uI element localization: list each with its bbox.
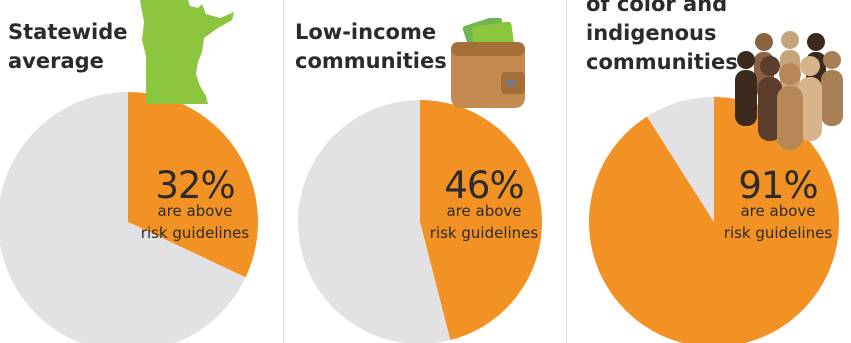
caption-line-1: are above <box>157 202 233 220</box>
title-line: Low-income <box>295 20 437 44</box>
pie-slice-remainder <box>0 92 246 343</box>
chart-panel-low-income: Low-income communities 46% are above ris… <box>287 0 570 343</box>
pie-slice-above-guidelines <box>589 97 839 343</box>
pie-slice-above-guidelines <box>128 92 259 278</box>
title-line: Statewide <box>8 20 128 44</box>
percentage-label: 91% <box>738 164 818 207</box>
title-line: communities <box>295 49 447 73</box>
title-line: of color and <box>586 0 728 16</box>
caption-line-1: are above <box>740 202 816 220</box>
caption-line-2: risk guidelines <box>723 224 833 242</box>
chart-panel-statewide: Statewide average 32% are above risk gui… <box>0 0 283 343</box>
pie-slice-remainder <box>298 100 451 343</box>
percentage-label: 46% <box>444 164 524 207</box>
percentage-label: 32% <box>155 164 235 207</box>
panel-title: of color and indigenous communities <box>586 0 738 77</box>
pie-slice-above-guidelines <box>420 100 543 341</box>
title-line: communities <box>586 50 738 74</box>
pie-chart-color-indigenous <box>589 97 839 343</box>
wallet-with-cash-icon <box>447 15 527 117</box>
caption-line-2: risk guidelines <box>429 224 539 242</box>
panel-title: Low-income communities <box>295 18 447 76</box>
caption-line-2: risk guidelines <box>140 224 250 242</box>
group-of-people-icon <box>734 30 846 154</box>
panel-divider <box>283 0 284 343</box>
pie-chart-low-income <box>298 100 543 343</box>
title-line: indigenous <box>586 21 717 45</box>
minnesota-state-map-icon <box>136 0 236 114</box>
caption-line-1: are above <box>446 202 522 220</box>
pie-slice-remainder <box>647 97 714 222</box>
chart-panel-color-indigenous: of color and indigenous communities 91% … <box>568 0 851 343</box>
panel-divider <box>566 0 567 343</box>
title-line: average <box>8 49 104 73</box>
panel-title: Statewide average <box>8 18 128 76</box>
pie-chart-statewide <box>0 92 259 343</box>
